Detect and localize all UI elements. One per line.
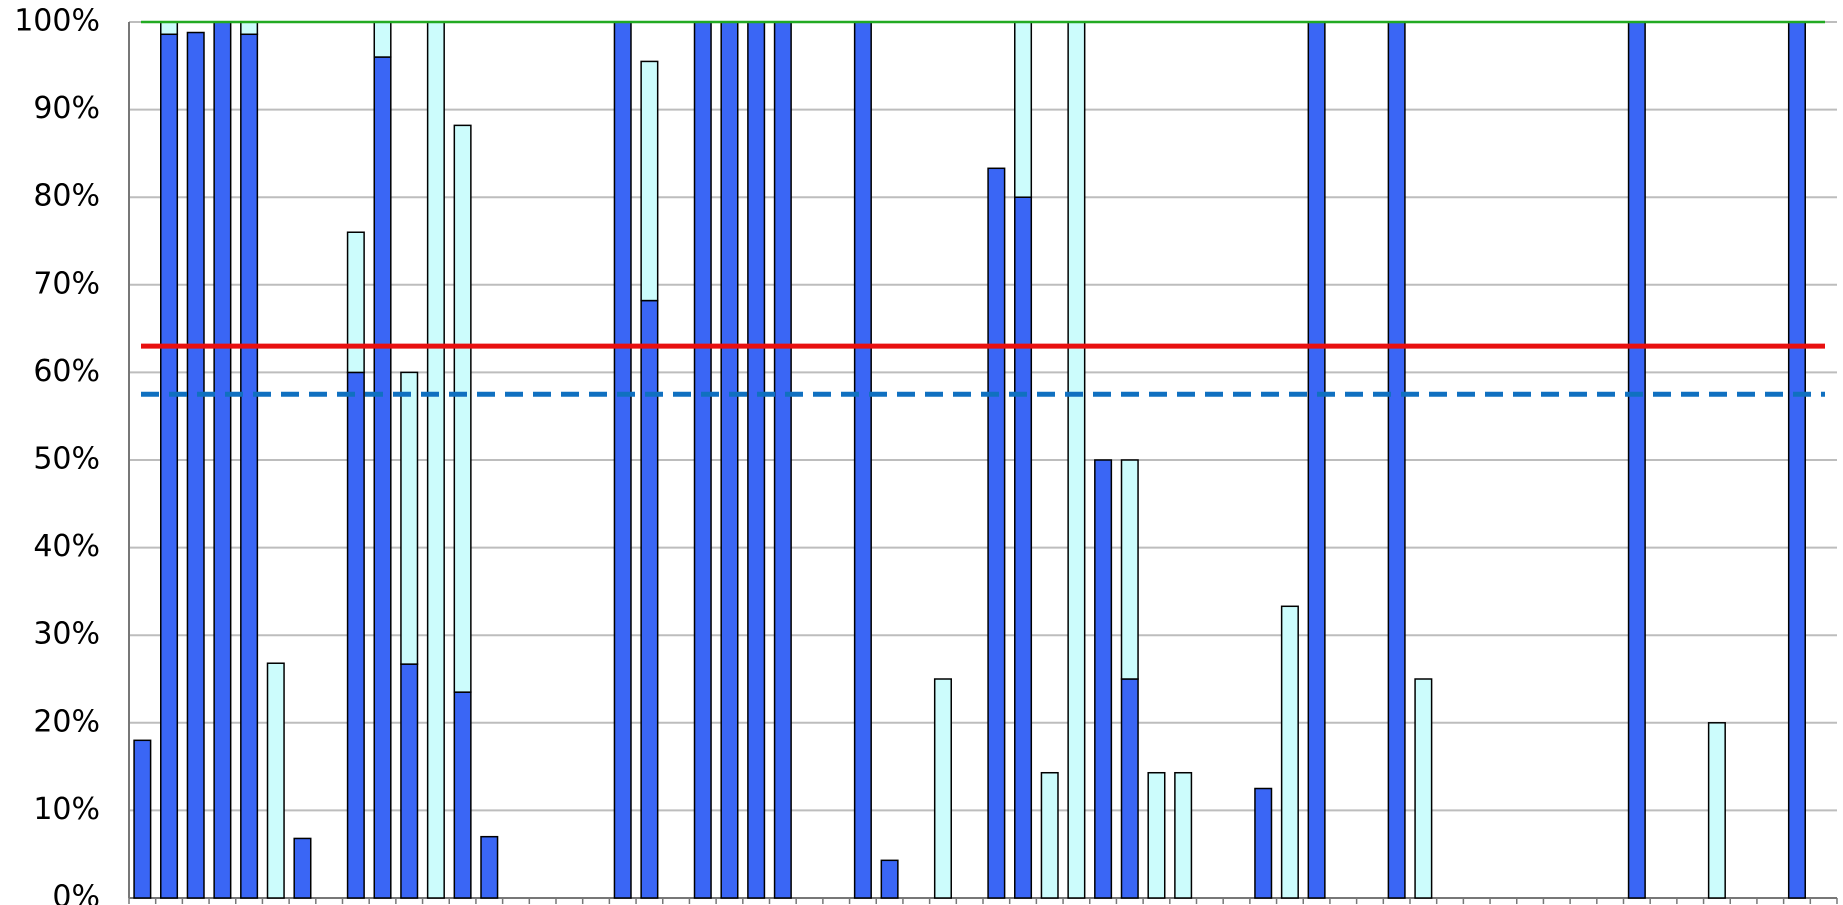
bar xyxy=(266,662,285,899)
bar xyxy=(880,859,899,899)
bar xyxy=(480,835,499,899)
bar xyxy=(1174,771,1193,899)
bar xyxy=(400,663,419,899)
bar xyxy=(426,21,445,899)
bar xyxy=(640,299,659,899)
bar xyxy=(240,21,259,36)
bar xyxy=(1254,787,1273,899)
bar xyxy=(693,21,712,899)
bar xyxy=(1040,771,1059,899)
bar xyxy=(1387,21,1406,899)
bar xyxy=(640,60,659,302)
bar xyxy=(1014,21,1033,198)
bar xyxy=(186,31,205,899)
y-tick-label: 100% xyxy=(14,4,100,39)
bar xyxy=(1147,771,1166,899)
bar xyxy=(1414,678,1433,899)
bar xyxy=(773,21,792,899)
bar xyxy=(1787,21,1806,899)
bar xyxy=(1307,21,1326,899)
bar xyxy=(613,21,632,899)
bar xyxy=(987,167,1006,899)
bar xyxy=(1014,196,1033,899)
bar xyxy=(293,837,312,899)
y-tick-label: 80% xyxy=(33,179,100,214)
bar xyxy=(853,21,872,899)
bar xyxy=(1707,722,1726,899)
y-tick-label: 10% xyxy=(33,792,100,827)
y-tick-label: 30% xyxy=(33,617,100,652)
bar xyxy=(346,231,365,374)
bar xyxy=(1120,678,1139,899)
y-tick-label: 70% xyxy=(33,266,100,301)
y-tick-label: 90% xyxy=(33,91,100,126)
y-tick-label: 0% xyxy=(52,880,100,905)
y-tick-label: 20% xyxy=(33,704,100,739)
bar xyxy=(373,21,392,58)
bar xyxy=(933,678,952,899)
bar xyxy=(133,739,152,899)
bar xyxy=(400,371,419,665)
bar xyxy=(240,33,259,899)
bar xyxy=(453,691,472,899)
bar xyxy=(747,21,766,899)
bar xyxy=(1120,459,1139,680)
bar xyxy=(160,21,179,36)
bar xyxy=(1094,459,1113,899)
bar xyxy=(373,56,392,899)
bar xyxy=(453,124,472,693)
bar xyxy=(1280,605,1299,899)
bar xyxy=(160,33,179,899)
bar xyxy=(1627,21,1646,899)
y-tick-label: 50% xyxy=(33,442,100,477)
bar xyxy=(213,21,232,899)
bar xyxy=(1067,21,1086,899)
y-tick-label: 60% xyxy=(33,354,100,389)
bar xyxy=(346,371,365,899)
bar xyxy=(720,21,739,899)
y-tick-label: 40% xyxy=(33,529,100,564)
